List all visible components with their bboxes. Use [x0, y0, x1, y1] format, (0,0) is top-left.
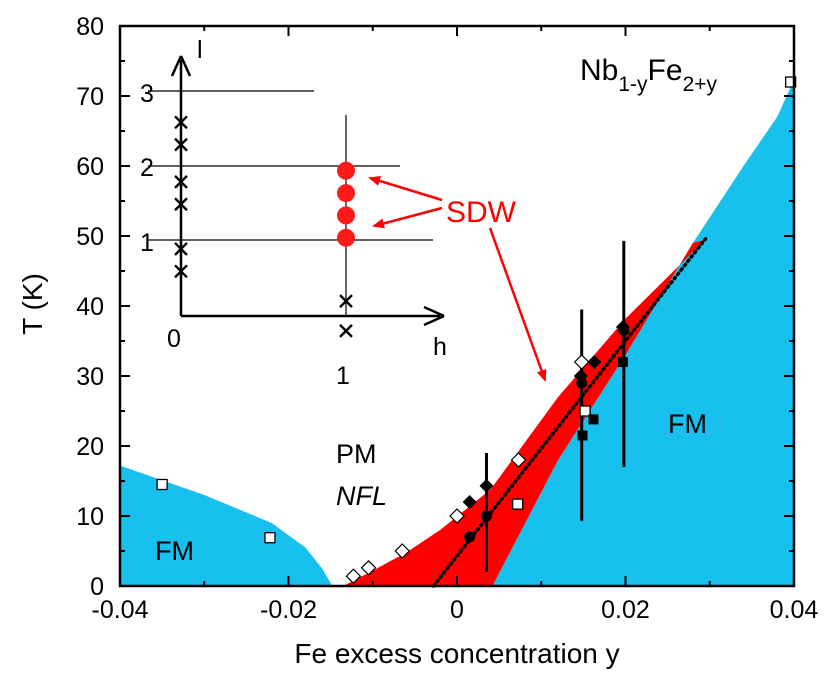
open-diamonds-point-1: [360, 559, 377, 576]
formula-fe-subscript: 2+y: [683, 73, 718, 96]
inset-l-tick-2: 2: [140, 154, 154, 182]
pm-label: PM: [336, 439, 377, 469]
inset-cross-h0-4: [174, 137, 188, 152]
y-tick-label-7: 70: [76, 83, 104, 111]
filled-squares-point-2: [617, 357, 628, 367]
filled-circles-point-1: [480, 510, 492, 522]
inset-origin-label: 0: [167, 325, 181, 353]
y-tick-label-4: 40: [76, 293, 104, 321]
open-squares-point-3: [579, 405, 591, 417]
sdw-label: SDW: [446, 196, 517, 229]
data-markers: [156, 76, 797, 585]
filled-diamonds-point-0: [462, 495, 477, 509]
x-axis-title: Fe excess concentration y: [294, 638, 619, 669]
y-tick-label-0: 0: [90, 573, 104, 601]
inset-l-arrowhead: [170, 55, 192, 77]
inset-l-axis-label: l: [197, 36, 203, 64]
inset-sdw-dot-1: [337, 206, 355, 225]
inset-cross-h0-2: [174, 197, 188, 212]
filled-circles-point-2: [576, 377, 588, 389]
fm-label-left: FM: [155, 536, 194, 566]
y-axis-title: T (K): [17, 273, 48, 335]
y-tick-label-2: 20: [76, 433, 104, 461]
inset-marks: [174, 115, 355, 338]
inset-h-arrowhead: [423, 305, 445, 327]
open-squares-point-4: [784, 76, 797, 88]
nfl-label: NFL: [336, 481, 387, 511]
open-diamonds-point-3: [449, 508, 465, 524]
filled-squares-point-1: [588, 414, 599, 425]
filled-diamonds-point-1: [479, 478, 494, 493]
x-tick-label-0: -0.04: [92, 596, 149, 624]
y-tick-label-3: 30: [76, 363, 104, 391]
open-diamonds-point-2: [394, 543, 411, 559]
inset-h-tick-1: 1: [336, 362, 350, 390]
formula-nb-subscript: 1-y: [618, 73, 648, 96]
y-tick-label-5: 50: [76, 223, 104, 251]
inset-cross-h0-3: [174, 175, 188, 189]
inset-l-tick-1: 1: [140, 229, 154, 257]
open-diamonds-point-5: [573, 354, 590, 370]
inset-cross-h0-5: [174, 115, 188, 130]
filled-circles-point-0: [464, 531, 476, 543]
open-squares-point-0: [156, 478, 168, 491]
axis-ticks: [119, 25, 795, 587]
inset-cross-h0-1: [174, 242, 188, 256]
open-diamonds-point-0: [345, 568, 362, 585]
inset-cross-h0-0: [174, 264, 188, 279]
fm-region-left: [120, 465, 333, 586]
inset-sdw-dot-2: [337, 184, 355, 203]
open-squares-point-2: [512, 498, 524, 510]
x-tick-label-4: 0.04: [770, 596, 819, 624]
x-tick-label-2: 0: [450, 596, 464, 624]
sdw-arrow-lower: [372, 206, 443, 229]
sdw-arrow-upper: [368, 176, 443, 202]
inset-cross-h1-1: [339, 294, 353, 308]
open-squares-point-1: [264, 532, 276, 544]
dotted-fit-line: [431, 237, 708, 588]
inset-h-axis-label: h: [433, 333, 447, 361]
formula-nb: Nb: [580, 54, 618, 87]
filled-diamonds-point-3: [587, 355, 602, 369]
filled-circles-point-3: [618, 325, 630, 336]
x-tick-label-1: -0.02: [260, 596, 317, 624]
open-diamonds-point-4: [510, 452, 527, 468]
y-tick-label-8: 80: [76, 13, 104, 41]
compound-formula: Nb1-yFe2+y: [580, 54, 718, 96]
inset-l-tick-3: 3: [140, 80, 154, 108]
inset-reciprocal-space: 1 2 3 0 1 h l: [140, 36, 447, 390]
fm-region-right: [492, 78, 794, 586]
y-tick-label-6: 60: [76, 153, 104, 181]
filled-squares-point-0: [577, 430, 588, 441]
x-tick-label-3: 0.02: [601, 596, 650, 624]
y-tick-label-1: 10: [76, 503, 104, 531]
sdw-arrow-region: [488, 227, 547, 382]
inset-sdw-dot-0: [337, 228, 355, 247]
fm-label-right: FM: [668, 409, 707, 439]
sdw-region: [343, 239, 706, 586]
inset-sdw-dot-3: [337, 161, 355, 180]
formula-fe: Fe: [648, 54, 683, 87]
inset-cross-h1-0: [339, 324, 353, 338]
